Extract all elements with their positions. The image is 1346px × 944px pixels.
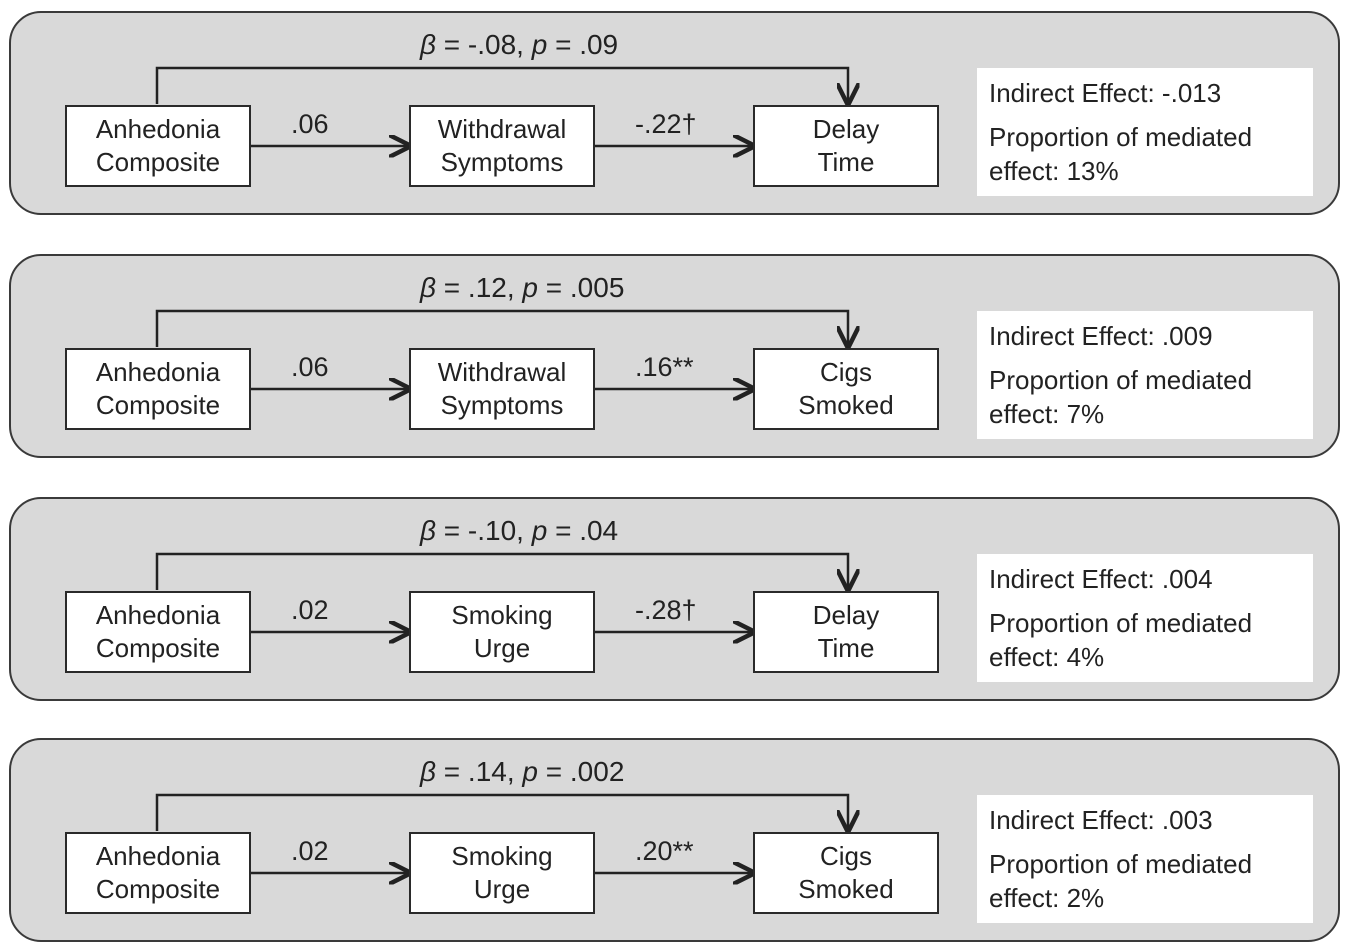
- proportion-text-line1: Proportion of mediated: [989, 608, 1253, 638]
- predictor-box: Anhedonia Composite: [65, 832, 251, 914]
- proportion-text-line1: Proportion of mediated: [989, 122, 1253, 152]
- a-path-coefficient: .02: [291, 595, 329, 625]
- proportion-text-line1: Proportion of mediated: [989, 365, 1253, 395]
- proportion-text-line2: effect: 7%: [989, 399, 1105, 429]
- indirect-effect-box: Indirect Effect: .003 Proportion of medi…: [977, 795, 1313, 923]
- mediation-panel-2: β = .12, p = .005 Anhedonia Composite Wit…: [9, 254, 1340, 458]
- direct-path-arrow: [155, 793, 848, 831]
- indirect-effect-box: Indirect Effect: .009 Proportion of medi…: [977, 311, 1313, 439]
- indirect-effect-box: Indirect Effect: .004 Proportion of medi…: [977, 554, 1313, 682]
- direct-path-arrow: [155, 309, 848, 347]
- a-path-coefficient: .02: [291, 836, 329, 866]
- direct-effect-label: β = -.10, p = .04: [420, 515, 619, 546]
- mediator-box: Withdrawal Symptoms: [409, 105, 595, 187]
- outcome-box: Cigs Smoked: [753, 348, 939, 430]
- direct-effect-label: β = .12, p = .005: [420, 272, 625, 303]
- predictor-box: Anhedonia Composite: [65, 591, 251, 673]
- mediator-box: Withdrawal Symptoms: [409, 348, 595, 430]
- proportion-text-line2: effect: 4%: [989, 642, 1105, 672]
- arrows-layer: [155, 309, 1342, 460]
- b-path-coefficient: .20**: [635, 836, 694, 866]
- b-path-coefficient: .16**: [635, 352, 694, 382]
- arrows-layer: [155, 66, 1342, 217]
- a-path-coefficient: .06: [291, 352, 329, 382]
- direct-effect-label: β = -.08, p = .09: [420, 29, 619, 60]
- indirect-effect-box: Indirect Effect: -.013 Proportion of med…: [977, 68, 1313, 196]
- indirect-effect-text: Indirect Effect: .009: [989, 321, 1213, 351]
- direct-path-arrow: [155, 552, 848, 590]
- mediator-box: Smoking Urge: [409, 591, 595, 673]
- b-path-coefficient: -.22†: [635, 109, 697, 139]
- indirect-effect-text: Indirect Effect: .003: [989, 805, 1213, 835]
- direct-path-arrow: [155, 66, 848, 104]
- mediation-panel-4: β = .14, p = .002 Anhedonia Composite Smo…: [9, 738, 1340, 942]
- mediation-panel-1: β = -.08, p = .09 Anhedonia Composite Wit…: [9, 11, 1340, 215]
- outcome-box: Delay Time: [753, 591, 939, 673]
- predictor-box: Anhedonia Composite: [65, 348, 251, 430]
- a-path-coefficient: .06: [291, 109, 329, 139]
- mediation-panel-3: β = -.10, p = .04 Anhedonia Composite Smo…: [9, 497, 1340, 701]
- indirect-effect-text: Indirect Effect: .004: [989, 564, 1213, 594]
- indirect-effect-text: Indirect Effect: -.013: [989, 78, 1222, 108]
- proportion-text-line2: effect: 13%: [989, 156, 1119, 186]
- mediator-box: Smoking Urge: [409, 832, 595, 914]
- proportion-text-line2: effect: 2%: [989, 883, 1105, 913]
- outcome-box: Cigs Smoked: [753, 832, 939, 914]
- outcome-box: Delay Time: [753, 105, 939, 187]
- arrows-layer: [155, 552, 1342, 703]
- b-path-coefficient: -.28†: [635, 595, 697, 625]
- predictor-box: Anhedonia Composite: [65, 105, 251, 187]
- direct-effect-label: β = .14, p = .002: [420, 756, 625, 787]
- arrows-layer: [155, 793, 1342, 944]
- proportion-text-line1: Proportion of mediated: [989, 849, 1253, 879]
